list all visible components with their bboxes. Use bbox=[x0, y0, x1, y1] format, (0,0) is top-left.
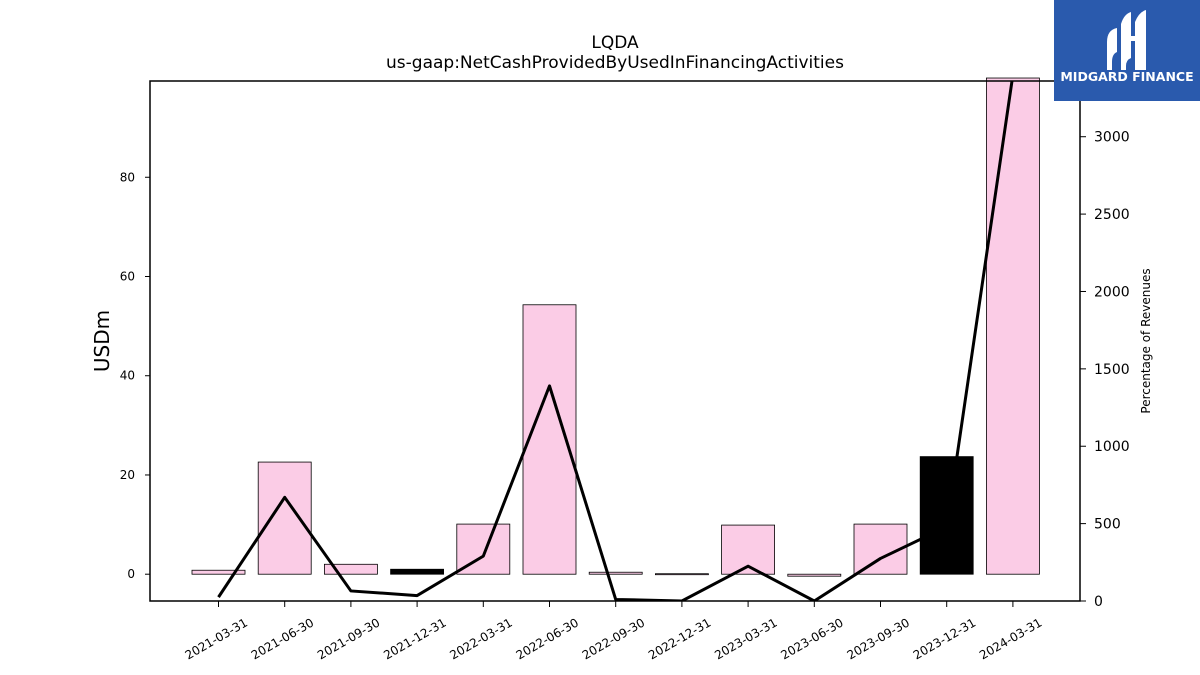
ytick-right-label: 2000 bbox=[1094, 284, 1130, 300]
bars-layer bbox=[191, 77, 1040, 577]
xtick-label: 2021-09-30 bbox=[315, 615, 382, 662]
chart-title: LQDA bbox=[591, 33, 639, 53]
y-axis-label-right: Percentage of Revenues bbox=[1139, 268, 1153, 413]
ytick-right-label: 1000 bbox=[1094, 439, 1130, 455]
xtick-label: 2023-09-30 bbox=[845, 615, 912, 662]
plot-frame bbox=[149, 80, 1081, 602]
line-layer bbox=[217, 81, 1014, 601]
bar-2021-12-31 bbox=[390, 568, 445, 575]
xtick-label: 2021-12-31 bbox=[381, 615, 448, 662]
xtick-label: 2024-03-31 bbox=[977, 615, 1044, 662]
xtick-label: 2023-06-30 bbox=[778, 615, 845, 662]
bar-2023-12-31 bbox=[919, 456, 974, 575]
logo: MIDGARD FINANCE bbox=[1054, 0, 1200, 101]
y-axis-label-left: USDm bbox=[90, 310, 114, 372]
xtick-label: 2021-03-31 bbox=[183, 615, 250, 662]
xtick-label: 2021-06-30 bbox=[249, 615, 316, 662]
ytick-left-label: 20 bbox=[120, 468, 135, 482]
logo-text: MIDGARD FINANCE bbox=[1060, 69, 1193, 84]
ytick-left-label: 0 bbox=[127, 567, 135, 581]
xtick-label: 2023-12-31 bbox=[911, 615, 978, 662]
ytick-right-label: 3000 bbox=[1094, 130, 1130, 146]
bar-2022-06-30 bbox=[522, 304, 577, 575]
ytick-left-label: 60 bbox=[120, 269, 135, 283]
right-axis: 0 500 1000 1500 2000 2500 3000 bbox=[1080, 130, 1130, 610]
ytick-left-label: 40 bbox=[120, 369, 135, 383]
xtick-label: 2022-12-31 bbox=[646, 615, 713, 662]
line-series bbox=[217, 81, 1014, 601]
bar-2022-09-30 bbox=[588, 571, 643, 575]
ytick-right-label: 1500 bbox=[1094, 362, 1130, 378]
chart-subtitle: us-gaap:NetCashProvidedByUsedInFinancing… bbox=[386, 53, 844, 73]
bar-2022-12-31 bbox=[655, 573, 709, 576]
bar-2021-06-30 bbox=[257, 461, 312, 575]
ytick-left-label: 80 bbox=[120, 170, 135, 184]
bar-2024-03-31 bbox=[986, 77, 1040, 575]
x-axis: 2021-03-312021-06-302021-09-302021-12-31… bbox=[183, 601, 1044, 662]
ytick-right-label: 500 bbox=[1094, 517, 1121, 533]
bar-2021-09-30 bbox=[323, 563, 378, 575]
xtick-label: 2022-03-31 bbox=[447, 615, 514, 662]
xtick-label: 2022-06-30 bbox=[514, 615, 581, 662]
bar-2021-03-31 bbox=[191, 569, 246, 575]
ytick-right-label: 0 bbox=[1094, 594, 1103, 610]
bar-2023-06-30 bbox=[787, 573, 842, 577]
xtick-label: 2022-09-30 bbox=[580, 615, 647, 662]
logo-mark-icon bbox=[1107, 10, 1146, 70]
ytick-right-label: 2500 bbox=[1094, 207, 1130, 223]
xtick-label: 2023-03-31 bbox=[712, 615, 779, 662]
left-axis: 0 20 40 60 80 bbox=[120, 170, 150, 581]
